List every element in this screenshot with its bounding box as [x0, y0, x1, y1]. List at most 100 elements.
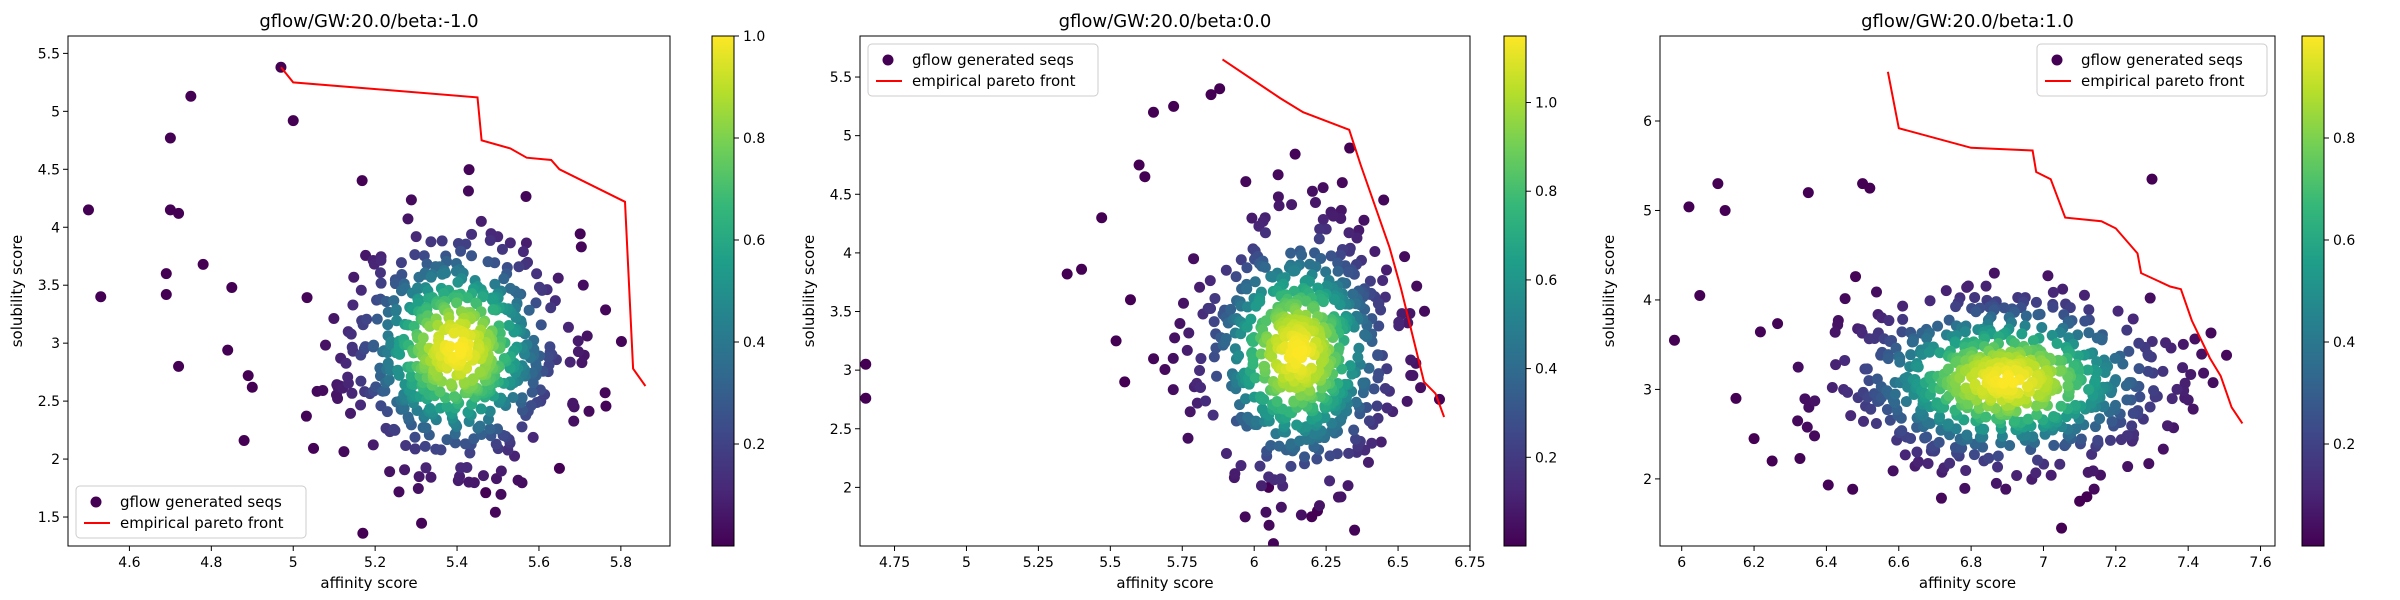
legend-label-points: gflow generated seqs — [120, 493, 282, 511]
data-point — [1396, 308, 1408, 320]
data-point — [390, 305, 402, 317]
data-point — [375, 254, 387, 266]
data-point — [2009, 415, 2021, 427]
data-point — [425, 471, 437, 483]
data-point — [1900, 396, 1912, 408]
colorbar-tick-label: 0.6 — [2333, 233, 2355, 249]
data-point — [1992, 450, 2004, 462]
data-point — [1912, 456, 1924, 468]
data-point — [320, 339, 332, 351]
data-point — [1184, 406, 1196, 418]
data-point — [2144, 292, 2156, 304]
data-point — [2054, 458, 2066, 470]
data-point — [1911, 446, 1923, 458]
data-point — [1332, 257, 1344, 269]
data-point — [567, 397, 579, 409]
y-tick-label: 5 — [843, 129, 852, 145]
data-point — [2157, 365, 2169, 377]
data-point — [1263, 471, 1275, 483]
data-point — [1220, 264, 1232, 276]
data-point — [1905, 432, 1917, 444]
data-point — [2036, 322, 2048, 334]
data-point — [2030, 467, 2042, 479]
data-point — [375, 277, 387, 289]
data-point — [1970, 306, 1982, 318]
data-point — [1830, 359, 1842, 371]
data-point — [1250, 415, 1262, 427]
data-point — [1881, 404, 1893, 416]
data-point — [1229, 468, 1241, 480]
y-tick-label: 2.5 — [830, 422, 852, 438]
data-point — [458, 376, 470, 388]
data-point — [2009, 337, 2021, 349]
data-point — [1110, 335, 1122, 347]
data-point — [2122, 461, 2134, 473]
data-point — [2196, 348, 2208, 360]
data-point — [581, 330, 593, 342]
data-point — [1962, 398, 1974, 410]
data-point — [495, 488, 507, 500]
data-point — [484, 234, 496, 246]
data-point — [1254, 460, 1266, 472]
data-point — [173, 360, 185, 372]
data-point — [1944, 457, 1956, 469]
data-point — [1897, 313, 1909, 325]
pareto-front-line — [1886, 71, 2244, 424]
data-point — [1320, 266, 1332, 278]
data-point — [410, 231, 422, 243]
y-tick-label: 5.5 — [830, 70, 852, 86]
data-point — [553, 462, 565, 474]
data-point — [1246, 212, 1258, 224]
data-point — [1267, 271, 1279, 283]
data-point — [1183, 327, 1195, 339]
data-point — [1766, 455, 1778, 467]
data-point — [1980, 280, 1992, 292]
data-point — [1419, 305, 1431, 317]
data-point — [1847, 483, 1859, 495]
data-point — [1291, 419, 1303, 431]
data-point — [1352, 351, 1364, 363]
data-point — [345, 407, 357, 419]
data-point — [420, 422, 432, 434]
x-tick-label: 5 — [289, 555, 298, 571]
data-point — [1969, 378, 1981, 390]
data-point — [242, 370, 254, 382]
data-point — [1712, 178, 1724, 190]
data-point — [1362, 456, 1374, 468]
data-point — [1336, 177, 1348, 189]
data-point — [2104, 434, 2116, 446]
data-point — [1381, 363, 1393, 375]
data-point — [2177, 338, 2189, 350]
data-point — [409, 249, 421, 261]
data-point — [1378, 194, 1390, 206]
data-point — [1883, 315, 1895, 327]
data-point — [2056, 522, 2068, 534]
data-point — [1296, 249, 1308, 261]
data-point — [1178, 297, 1190, 309]
y-tick-label: 5 — [51, 104, 60, 120]
legend-label-line: empirical pareto front — [120, 514, 284, 532]
data-point — [1829, 326, 1841, 338]
colorbar-tick-label: 0.2 — [1535, 450, 1557, 466]
data-point — [2126, 420, 2138, 432]
data-point — [1276, 403, 1288, 415]
data-point — [1220, 333, 1232, 345]
data-point — [526, 386, 538, 398]
data-point — [2048, 411, 2060, 423]
data-point — [2051, 338, 2063, 350]
colorbar-gradient — [711, 35, 735, 547]
data-point — [1858, 415, 1870, 427]
data-point — [2121, 430, 2133, 442]
data-point — [1208, 351, 1220, 363]
y-tick-label: 5.5 — [38, 46, 60, 62]
data-point — [160, 288, 172, 300]
data-point — [577, 279, 589, 291]
data-point — [461, 292, 473, 304]
data-point — [1061, 268, 1073, 280]
data-point — [424, 402, 436, 414]
data-point — [340, 357, 352, 369]
data-point — [1346, 368, 1358, 380]
data-point — [1415, 382, 1427, 394]
data-point — [395, 257, 407, 269]
data-point — [600, 400, 612, 412]
